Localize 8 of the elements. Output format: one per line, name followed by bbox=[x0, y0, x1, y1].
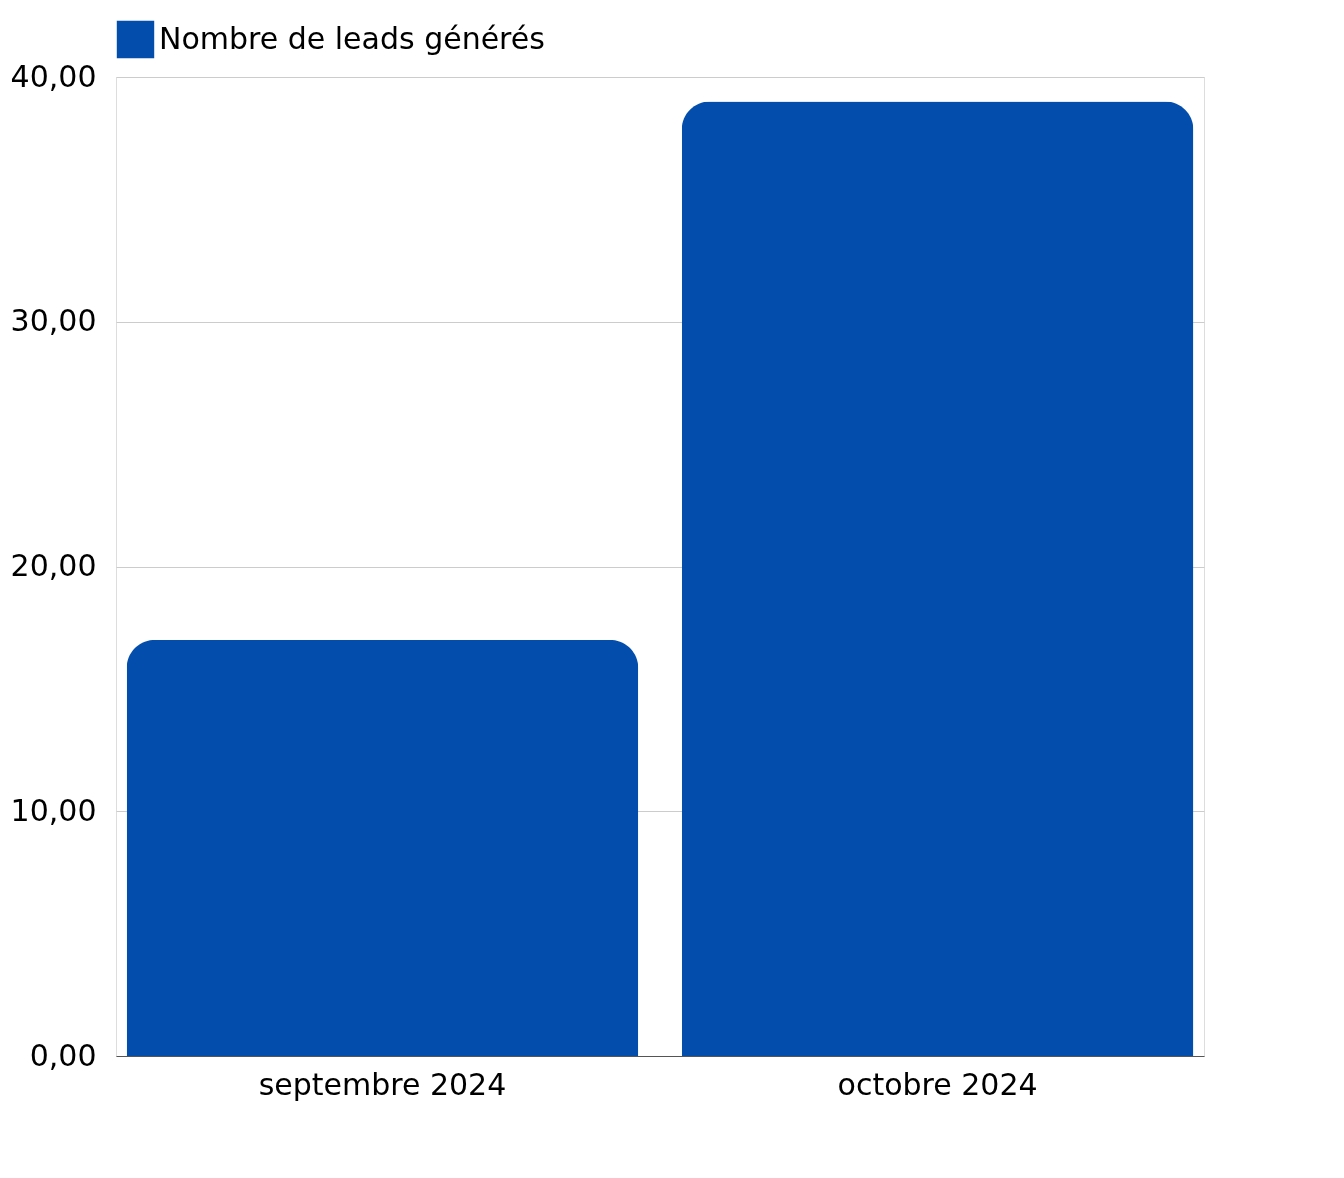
y-tick-label: 10,00 bbox=[10, 792, 97, 828]
y-tick-label: 0,00 bbox=[29, 1037, 97, 1073]
x-tick-label: septembre 2024 bbox=[258, 1066, 507, 1102]
legend-label: Nombre de leads générés bbox=[159, 20, 545, 56]
y-tick-label: 40,00 bbox=[10, 58, 97, 94]
y-tick-label: 30,00 bbox=[10, 303, 97, 339]
y-tick-label: 20,00 bbox=[10, 548, 97, 583]
x-tick-label: octobre 2024 bbox=[837, 1066, 1038, 1102]
